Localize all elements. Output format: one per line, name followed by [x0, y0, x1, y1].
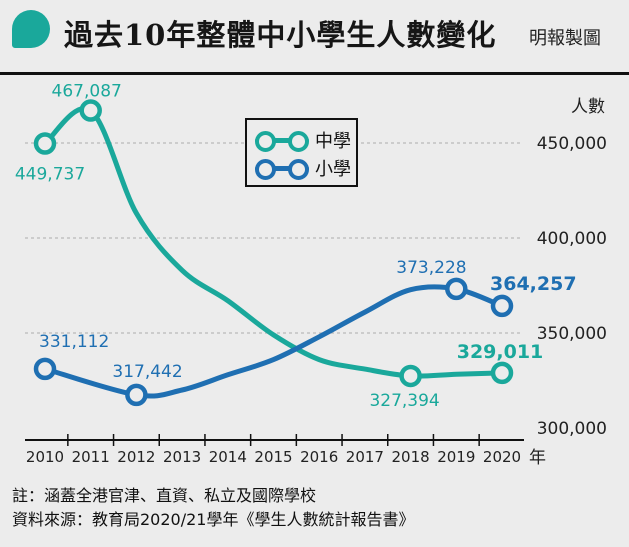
legend: 中學 小學 [245, 118, 358, 187]
footnote-coverage: 註：涵蓋全港官津、直資、私立及國際學校 [12, 486, 317, 505]
y-tick-label: 450,000 [537, 134, 607, 154]
data-label-0-8: 327,394 [369, 391, 439, 411]
speech-bubble-icon [12, 10, 50, 48]
legend-item-secondary: 中學 [255, 128, 351, 152]
x-tick-label: 2013 [163, 448, 201, 466]
source-credit: 明報製圖 [529, 28, 601, 49]
data-label-1-9: 373,228 [396, 258, 466, 278]
x-tick-label: 2019 [437, 448, 475, 466]
x-tick-label: 2014 [209, 448, 247, 466]
legend-item-primary: 小學 [255, 156, 351, 180]
data-point-1-2 [125, 383, 148, 407]
y-tick-label: 300,000 [537, 419, 607, 439]
y-tick-label: 400,000 [537, 229, 607, 249]
legend-swatch-secondary [255, 128, 309, 152]
data-label-0-0: 449,737 [15, 164, 85, 184]
y-tick-label: 350,000 [537, 324, 607, 344]
data-point-1-10 [490, 294, 514, 318]
title-divider [0, 72, 629, 75]
legend-swatch-primary [255, 156, 309, 180]
data-point-0-0 [33, 132, 57, 155]
data-point-0-10 [490, 361, 514, 385]
x-tick-label: 2011 [72, 448, 110, 466]
legend-label-primary: 小學 [315, 159, 351, 180]
data-label-1-10: 364,257 [490, 273, 577, 295]
y-axis-label: 人數 [571, 97, 605, 117]
data-point-1-9 [445, 277, 468, 301]
footnote-source: 資料來源：教育局2020/21學年《學生人數統計報告書》 [12, 510, 415, 529]
x-axis-unit: 年 [529, 448, 546, 468]
data-label-1-2: 317,442 [112, 362, 182, 382]
data-label-0-10: 329,011 [457, 341, 544, 363]
x-tick-label: 2012 [117, 448, 155, 466]
x-tick-label: 2010 [26, 448, 64, 466]
x-tick-label: 2020 [483, 448, 521, 466]
x-tick-label: 2017 [346, 448, 384, 466]
data-point-1-0 [33, 357, 57, 381]
data-point-0-8 [399, 364, 422, 388]
x-tick-label: 2018 [392, 448, 430, 466]
x-tick-label: 2015 [254, 448, 292, 466]
legend-label-secondary: 中學 [315, 131, 351, 152]
x-tick-label: 2016 [300, 448, 338, 466]
chart-header: 過去10年整體中小學生人數變化 明報製圖 [0, 0, 629, 75]
chart-title: 過去10年整體中小學生人數變化 [64, 18, 497, 52]
series-line-1 [42, 284, 505, 399]
data-label-0-1: 467,087 [52, 82, 122, 102]
data-point-0-1 [79, 99, 102, 122]
footnotes: 註：涵蓋全港官津、直資、私立及國際學校 資料來源：教育局2020/21學年《學生… [12, 484, 414, 532]
data-label-1-0: 331,112 [39, 332, 109, 352]
